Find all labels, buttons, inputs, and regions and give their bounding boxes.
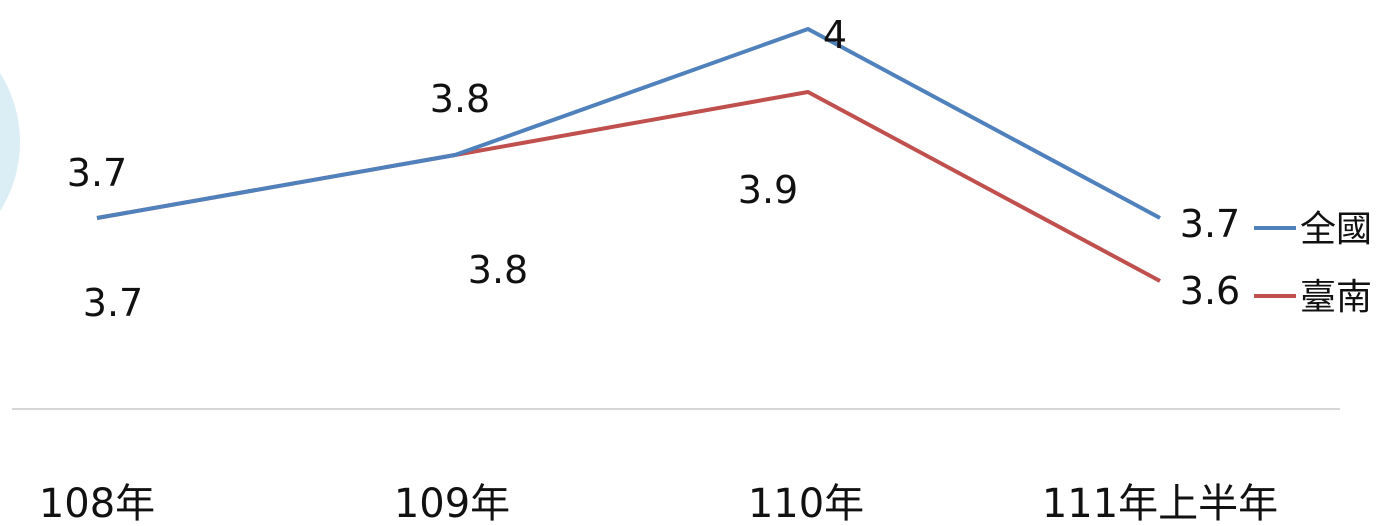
background-decoration-circle bbox=[0, 72, 20, 212]
data-label-series1-3: 3.6 bbox=[1180, 269, 1240, 313]
data-label-series0-0: 3.7 bbox=[67, 151, 127, 195]
x-tick-label-1: 109年 bbox=[394, 481, 510, 526]
data-label-series1-0: 3.7 bbox=[83, 281, 143, 325]
x-tick-label-2: 110年 bbox=[748, 481, 864, 526]
series-lines bbox=[96, 27, 1161, 283]
series-line-1 bbox=[96, 90, 1161, 283]
legend-label-0: 全國 bbox=[1300, 209, 1372, 250]
data-label-series1-1: 3.8 bbox=[468, 248, 528, 292]
x-tick-label-3: 111年上半年 bbox=[1042, 481, 1278, 526]
data-labels: 3.7 3.8 4 3.7 3.7 3.8 3.9 3.6 bbox=[67, 13, 1240, 325]
x-tick-label-0: 108年 bbox=[39, 481, 155, 526]
data-label-series0-1: 3.8 bbox=[430, 77, 490, 121]
x-axis-ticks: 108年 109年 110年 111年上半年 bbox=[39, 481, 1278, 526]
data-label-series0-3: 3.7 bbox=[1180, 202, 1240, 246]
legend-label-1: 臺南 bbox=[1300, 277, 1372, 318]
series-line-0 bbox=[96, 27, 1161, 220]
data-label-series0-2: 4 bbox=[823, 13, 847, 57]
data-label-series1-2: 3.9 bbox=[738, 168, 798, 212]
